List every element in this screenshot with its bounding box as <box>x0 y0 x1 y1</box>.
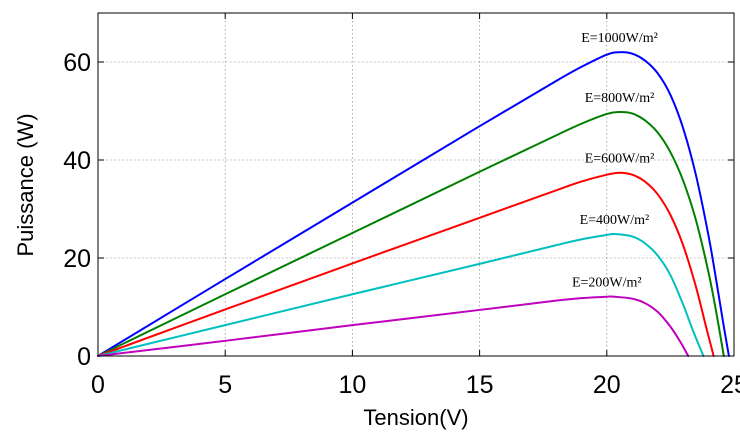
grid-layer <box>98 13 734 356</box>
curve-label-3: E=600W/m² <box>585 152 655 167</box>
y-tick-label: 60 <box>63 49 91 77</box>
y-tick-label: 40 <box>63 147 91 175</box>
annotation-layer: E=1000W/m² E=800W/m² E=600W/m² E=400W/m² E=2… <box>572 31 658 291</box>
x-tick-label: 15 <box>466 371 494 399</box>
y-tick-label: 20 <box>63 245 91 273</box>
x-tick-label: 25 <box>720 371 740 399</box>
x-tick-label: 20 <box>593 371 621 399</box>
y-axis-label: Puissance (W) <box>13 113 38 256</box>
curve-label-5: E=200W/m² <box>572 276 642 291</box>
curve-label-2: E=800W/m² <box>585 91 655 106</box>
curve-label-1: E=1000W/m² <box>581 31 658 46</box>
x-tick-label: 10 <box>338 371 366 399</box>
tick-label-layer: 0 5 10 15 20 25 0 20 40 60 <box>63 49 740 399</box>
x-tick-label: 5 <box>218 371 232 399</box>
y-tick-label: 0 <box>77 343 91 371</box>
series-layer <box>97 51 730 357</box>
series-line-4 <box>97 232 705 357</box>
x-axis-label: Tension(V) <box>363 405 468 430</box>
series-line-3 <box>97 171 715 357</box>
curve-label-4: E=400W/m² <box>580 213 650 228</box>
series-line-5 <box>97 295 690 357</box>
x-tick-label: 0 <box>91 371 105 399</box>
series-line-1 <box>97 51 730 357</box>
series-line-2 <box>97 110 725 357</box>
plot-frame <box>97 12 735 357</box>
tick-layer <box>97 13 735 357</box>
